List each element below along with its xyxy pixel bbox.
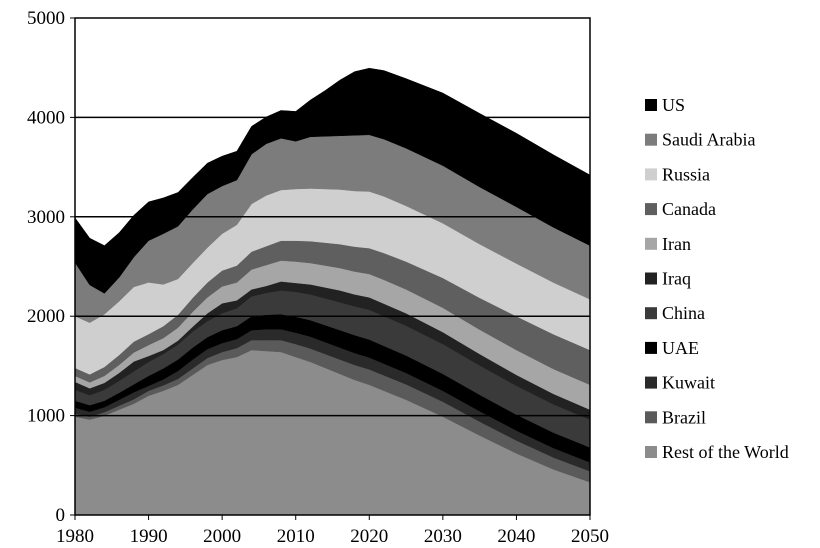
legend-label-iraq: Iraq <box>662 269 691 289</box>
y-tick-label: 1000 <box>27 406 65 427</box>
legend-swatch-russia <box>645 168 657 181</box>
legend-label-canada: Canada <box>662 199 716 219</box>
x-tick-label: 2010 <box>277 526 315 547</box>
legend-label-uae: UAE <box>662 338 699 358</box>
x-tick-label: 2050 <box>571 526 609 547</box>
y-tick-label: 4000 <box>27 107 65 128</box>
y-tick-label: 3000 <box>27 207 65 228</box>
legend-swatch-iran <box>645 237 657 250</box>
y-tick-label: 2000 <box>27 306 65 327</box>
legend-label-kuwait: Kuwait <box>662 373 715 393</box>
legend-swatch-kuwait <box>645 376 657 389</box>
y-tick-label: 0 <box>56 505 66 526</box>
legend-swatch-iraq <box>645 272 657 285</box>
x-tick-label: 2030 <box>424 526 462 547</box>
gridlines <box>75 116 590 417</box>
legend-swatch-saudi-arabia <box>645 133 657 146</box>
legend-swatch-china <box>645 307 657 320</box>
legend-swatch-canada <box>645 203 657 216</box>
x-tick-label: 2020 <box>350 526 388 547</box>
x-tick-label: 1980 <box>56 526 94 547</box>
legend-swatch-rest-of-the-world <box>645 446 657 458</box>
legend-label-rest-of-the-world: Rest of the World <box>662 442 789 462</box>
x-tick-label: 2040 <box>497 526 535 547</box>
legend-label-saudi-arabia: Saudi Arabia <box>662 130 755 150</box>
legend-swatch-us <box>645 99 657 111</box>
legend-swatch-brazil <box>645 411 657 424</box>
legend-label-china: China <box>662 303 705 323</box>
chart-areas <box>74 67 591 516</box>
x-axis: 1980 1990 2000 2010 2020 2030 2040 2050 <box>56 515 609 547</box>
legend-swatch-uae <box>645 341 657 354</box>
x-tick-label: 2000 <box>203 526 241 547</box>
legend-label-brazil: Brazil <box>662 407 706 427</box>
legend-label-iran: Iran <box>662 234 691 254</box>
plot-frame <box>74 17 591 516</box>
y-axis: 0 1000 2000 3000 4000 5000 <box>27 8 75 526</box>
legend-label-us: US <box>662 95 685 115</box>
legend: US Saudi Arabia Russia Canada Iran Iraq China U… <box>645 95 789 462</box>
legend-label-russia: Russia <box>662 164 710 184</box>
x-tick-label: 1990 <box>130 526 168 547</box>
y-tick-label: 5000 <box>27 8 65 29</box>
